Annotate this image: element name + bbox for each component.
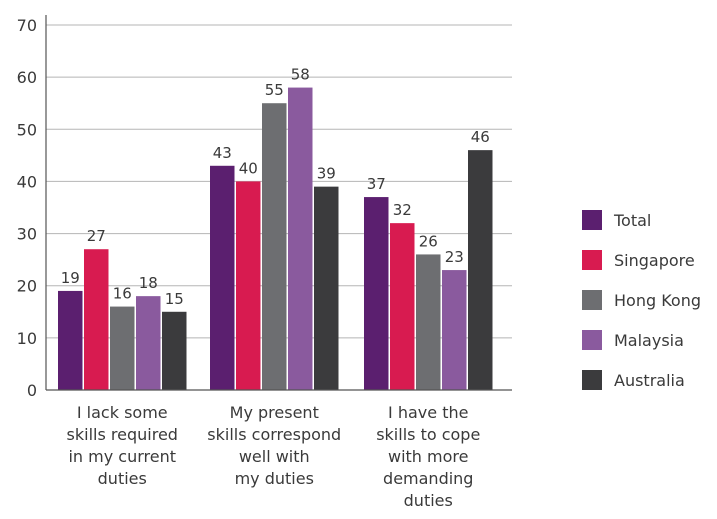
bar-australia xyxy=(468,150,493,390)
y-tick-label: 30 xyxy=(17,225,37,244)
category-label: duties xyxy=(404,491,453,510)
legend-label: Hong Kong xyxy=(614,291,701,310)
bar-value-label: 32 xyxy=(393,201,412,219)
legend-label: Australia xyxy=(614,371,685,390)
y-tick-label: 60 xyxy=(17,68,37,87)
category-label: duties xyxy=(98,469,147,488)
bar-value-label: 39 xyxy=(317,165,336,183)
category-label: I lack some xyxy=(77,403,168,422)
bar-value-label: 19 xyxy=(61,269,80,287)
bar-value-label: 18 xyxy=(139,274,158,292)
category-label: skills to cope xyxy=(376,425,480,444)
bar-value-label: 55 xyxy=(265,81,284,99)
bar-value-label: 58 xyxy=(291,66,310,84)
y-tick-label: 40 xyxy=(17,172,37,191)
category-label: in my current xyxy=(68,447,176,466)
bar-hong-kong xyxy=(110,306,135,390)
legend-swatch xyxy=(582,290,602,310)
bar-singapore xyxy=(390,223,415,390)
bar-value-label: 46 xyxy=(471,128,490,146)
legend-label: Total xyxy=(613,211,651,230)
bar-australia xyxy=(314,186,339,390)
bar-value-label: 23 xyxy=(445,248,464,266)
y-axis-ticks: 0 10 20 30 40 50 60 70 xyxy=(17,16,37,400)
axes xyxy=(45,15,512,391)
legend-label: Singapore xyxy=(614,251,695,270)
bar-total xyxy=(58,290,83,390)
bar-value-label: 27 xyxy=(87,227,106,245)
category-label: My present xyxy=(230,403,319,422)
y-tick-label: 70 xyxy=(17,16,37,35)
bars xyxy=(58,87,493,391)
bar-singapore xyxy=(236,181,261,390)
x-axis-categories: I lack some skills required in my current d… xyxy=(67,403,481,510)
legend-label: Malaysia xyxy=(614,331,684,350)
legend-swatch xyxy=(582,250,602,270)
bar-hong-kong xyxy=(416,254,441,390)
bar-malaysia xyxy=(442,270,467,390)
bar-total xyxy=(210,165,235,390)
y-tick-label: 50 xyxy=(17,120,37,139)
category-label: well with xyxy=(239,447,310,466)
legend-swatch xyxy=(582,210,602,230)
bar-hong-kong xyxy=(262,103,287,390)
legend-swatch xyxy=(582,330,602,350)
category-label: skills required xyxy=(67,425,178,444)
y-tick-label: 20 xyxy=(17,277,37,296)
bar-value-label: 15 xyxy=(165,290,184,308)
y-tick-label: 0 xyxy=(27,381,37,400)
legend: Total Singapore Hong Kong Malaysia Australia xyxy=(582,210,701,390)
category-label: with more xyxy=(388,447,468,466)
bar-value-label: 37 xyxy=(367,175,386,193)
category-label: my duties xyxy=(235,469,314,488)
bar-australia xyxy=(162,311,187,390)
category-label: skills correspond xyxy=(207,425,341,444)
bar-value-label: 40 xyxy=(239,159,258,177)
bar-malaysia xyxy=(288,87,313,391)
category-label: demanding xyxy=(383,469,473,488)
category-label: I have the xyxy=(388,403,468,422)
bar-value-label: 16 xyxy=(113,285,132,303)
bar-value-label: 43 xyxy=(213,144,232,162)
legend-swatch xyxy=(582,370,602,390)
bar-malaysia xyxy=(136,296,161,390)
bar-singapore xyxy=(84,249,109,390)
bar-total xyxy=(364,197,389,390)
data-labels: 19 43 37 27 40 32 16 55 26 18 58 23 15 39 46 xyxy=(61,66,490,308)
bar-value-label: 26 xyxy=(419,232,438,250)
y-tick-label: 10 xyxy=(17,329,37,348)
